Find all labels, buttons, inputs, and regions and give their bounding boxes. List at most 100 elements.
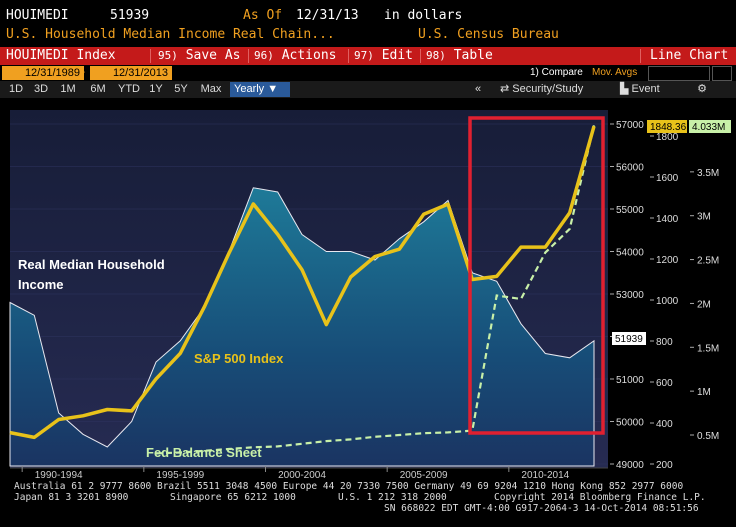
left-tick-label: 56000 [616, 163, 644, 174]
description: U.S. Household Median Income Real Chain.… [6, 27, 335, 42]
last-value: 51939 [110, 8, 150, 23]
menu-num: 97) [354, 49, 374, 62]
left-tick-label: 57000 [616, 120, 644, 131]
right-tick-label: 2.5M [697, 256, 719, 267]
sp500-label: S&P 500 Index [194, 351, 284, 366]
x-tick-label: 2000-2004 [278, 470, 326, 480]
table-button[interactable]: 98) Table [426, 47, 493, 65]
fed-label: Fed Balance Sheet [146, 445, 262, 460]
mid-tick-label: 200 [656, 460, 673, 471]
right-tick-label: 1.5M [697, 343, 719, 354]
right-tick-label: 0.5M [697, 431, 719, 442]
menu-num: 96) [254, 49, 274, 62]
right-tick-label: 3.5M [697, 168, 719, 179]
footer-line-2-mid: Singapore 65 6212 1000 [170, 492, 296, 503]
security-study-icon: ⇄ [500, 83, 510, 95]
separator [248, 49, 249, 63]
index-label[interactable]: HOUIMEDI Index [6, 48, 116, 63]
frequency-label: Yearly [234, 83, 265, 95]
event-button[interactable]: ▙ Event [620, 82, 680, 97]
left-axis: 5700056000550005400053000520005100050000… [610, 120, 644, 471]
footer-line-2-right: Copyright 2014 Bloomberg Finance L.P. [494, 492, 706, 503]
ticker: HOUIMEDI [6, 8, 69, 23]
start-date-input[interactable]: 12/31/1989 [2, 66, 84, 80]
mov-avgs-field[interactable] [648, 66, 710, 81]
sp500-last-badge [647, 120, 687, 133]
security-study-button[interactable]: ⇄ Security/Study [500, 82, 610, 97]
period-max[interactable]: Max [200, 83, 222, 95]
mid-tick-label: 400 [656, 419, 673, 430]
menu-label: Table [453, 48, 493, 63]
fed-balance-line [155, 125, 596, 455]
right-tick-label: 1M [697, 387, 711, 398]
units: in dollars [384, 8, 463, 23]
footer-line-1: Australia 61 2 9777 8600 Brazil 5511 304… [14, 481, 684, 492]
income-label-2: Income [18, 277, 64, 292]
as-of-label: As Of [243, 8, 283, 23]
edit-button[interactable]: 97) Edit [354, 47, 413, 65]
end-date-input[interactable]: 12/31/2013 [90, 66, 172, 80]
left-tick-label: 53000 [616, 290, 644, 301]
income-area [9, 187, 595, 467]
x-tick-label: 1995-1999 [156, 470, 204, 480]
period-1y[interactable]: 1Y [149, 83, 163, 95]
mid-tick-label: 1000 [656, 296, 679, 307]
income-last-value: 51939 [615, 334, 643, 345]
period-3d[interactable]: 3D [33, 83, 49, 95]
separator [150, 49, 151, 63]
income-last-badge [612, 332, 646, 345]
footer-line-3: SN 668022 EDT GMT-4:00 G917-2064-3 14-Oc… [384, 503, 699, 514]
x-axis: 1990-1994 1995-1999 2000-2004 2005-2009 2010… [10, 466, 608, 480]
left-tick-label: 49000 [616, 460, 644, 471]
x-tick-label: 1990-1994 [35, 470, 83, 480]
footer-line-2-mid2: U.S. 1 212 318 2000 [338, 492, 447, 503]
separator [640, 49, 641, 63]
menu-num: 95) [158, 49, 178, 62]
left-tick-label: 51000 [616, 375, 644, 386]
income-label-1: Real Median Household [18, 257, 165, 272]
gear-icon[interactable]: ⚙ [697, 83, 707, 95]
footer-line-2-left: Japan 81 3 3201 8900 [14, 492, 129, 503]
period-bar: 1D 3D 1M 6M YTD 1Y 5Y Max Yearly ▼ « ⇄ S… [0, 81, 736, 98]
source: U.S. Census Bureau [418, 27, 559, 42]
chart-area: Real Median Household Income S&P 500 Ind… [9, 110, 731, 480]
mid-tick-label: 1800 [656, 132, 679, 143]
actions-button[interactable]: 96) Actions [254, 47, 337, 65]
period-ytd[interactable]: YTD [118, 83, 140, 95]
mov-avgs-button[interactable]: Mov. Avgs [592, 67, 638, 78]
menu-label: Actions [281, 48, 337, 63]
sp500-line [9, 125, 596, 440]
right-tick-label: 2M [697, 299, 711, 310]
mov-avgs-extra[interactable] [712, 66, 732, 81]
period-5y[interactable]: 5Y [174, 83, 188, 95]
sp500-last-value: 1848.36 [650, 122, 687, 133]
menu-label: Save As [185, 48, 241, 63]
mid-tick-label: 1600 [656, 173, 679, 184]
frequency-select[interactable]: Yearly ▼ [230, 82, 290, 97]
event-icon: ▙ [620, 83, 629, 95]
period-1d[interactable]: 1D [8, 83, 24, 95]
period-6m[interactable]: 6M [90, 83, 106, 95]
date-dash: - [80, 65, 87, 78]
mid-tick-label: 1200 [656, 255, 679, 266]
right-tick-label: 3M [697, 212, 711, 223]
security-study-label: Security/Study [512, 83, 584, 95]
separator [420, 49, 421, 63]
save-as-button[interactable]: 95) Save As [158, 47, 241, 65]
menu-num: 98) [426, 49, 446, 62]
collapse-icon[interactable]: « [474, 83, 482, 95]
event-label: Event [631, 83, 660, 95]
mid-tick-label: 800 [656, 337, 673, 348]
mid-axis: 1800 1600 1400 1200 1000 800 600 400 200 [650, 132, 679, 471]
menu-label: Edit [381, 48, 414, 63]
chart-type-button[interactable]: Line Chart [650, 48, 729, 63]
mid-tick-label: 600 [656, 378, 673, 389]
left-tick-label: 50000 [616, 418, 644, 429]
menu-bar: HOUIMEDI Index 95) Save As 96) Actions 9… [0, 47, 736, 65]
x-tick-label: 2005-2009 [400, 470, 448, 480]
period-1m[interactable]: 1M [60, 83, 76, 95]
x-tick-label: 2010-2014 [521, 470, 569, 480]
compare-button[interactable]: 1) Compare [530, 67, 583, 78]
left-tick-label: 55000 [616, 205, 644, 216]
